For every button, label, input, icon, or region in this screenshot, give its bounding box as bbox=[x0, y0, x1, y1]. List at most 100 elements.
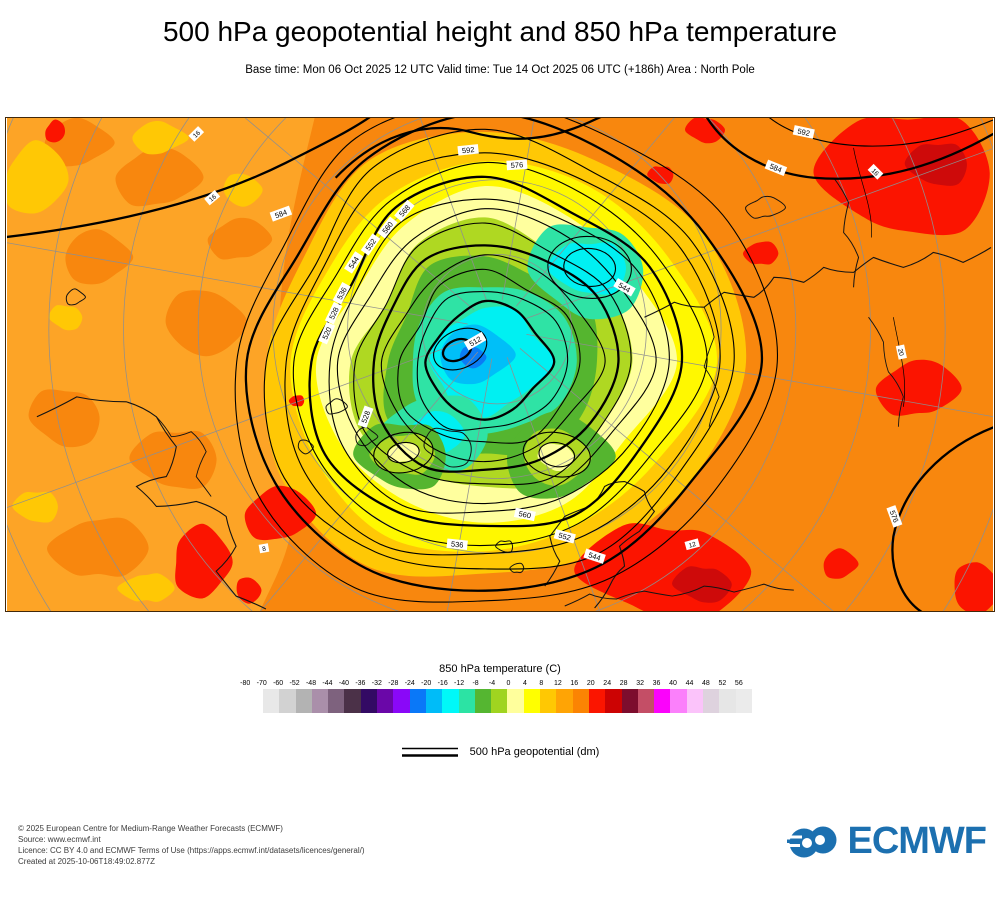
color-segment bbox=[735, 689, 752, 713]
svg-text:576: 576 bbox=[510, 160, 523, 170]
geopotential-legend-label: 500 hPa geopotential (dm) bbox=[469, 746, 600, 758]
tick-label: -48 bbox=[305, 680, 317, 687]
color-segment bbox=[572, 689, 589, 713]
tick-label: 8 bbox=[539, 680, 544, 687]
color-segment bbox=[719, 689, 736, 713]
svg-text:584: 584 bbox=[768, 162, 783, 175]
color-segment bbox=[328, 689, 345, 713]
color-segment bbox=[425, 689, 443, 713]
tick-label: 20 bbox=[586, 680, 595, 687]
contour-label: 16 bbox=[188, 126, 205, 142]
tick-label: 28 bbox=[619, 680, 628, 687]
svg-text:592: 592 bbox=[462, 145, 475, 155]
tick-label: -8 bbox=[472, 680, 479, 687]
color-segment bbox=[344, 689, 361, 713]
tick-label: -80 bbox=[240, 680, 251, 687]
color-segment bbox=[540, 689, 557, 713]
contour-label: 20 bbox=[895, 344, 907, 360]
contour-line-symbol bbox=[401, 747, 458, 757]
tick-label: 24 bbox=[603, 680, 612, 687]
color-segment bbox=[474, 689, 492, 713]
contour-label: 8 bbox=[258, 543, 270, 554]
contour-label: 536 bbox=[446, 538, 468, 551]
color-segment bbox=[377, 689, 394, 713]
color-segment bbox=[263, 689, 280, 713]
tick-label: 48 bbox=[702, 680, 710, 687]
svg-text:536: 536 bbox=[450, 539, 463, 549]
color-segment bbox=[703, 689, 720, 713]
svg-text:552: 552 bbox=[557, 531, 571, 543]
svg-text:560: 560 bbox=[518, 509, 532, 520]
colorbar-title: 850 hPa temperature (C) bbox=[439, 663, 561, 675]
tick-label: 16 bbox=[570, 680, 579, 687]
color-segment bbox=[295, 689, 312, 713]
color-segment bbox=[654, 689, 671, 713]
licence-line: Licence: CC BY 4.0 and ECMWF Terms of Us… bbox=[18, 846, 365, 855]
colorbar-bar bbox=[263, 689, 752, 713]
color-segment bbox=[588, 689, 606, 713]
ecmwf-logo: ECMWF bbox=[787, 820, 987, 863]
color-segment bbox=[491, 689, 508, 713]
svg-text:16: 16 bbox=[192, 129, 202, 139]
map-svg: 5845925765685605525445365285205125845925… bbox=[7, 118, 993, 611]
tick-label: 32 bbox=[636, 680, 644, 687]
contour-label: 528 bbox=[357, 405, 374, 429]
tick-label: -16 bbox=[437, 680, 448, 687]
svg-text:592: 592 bbox=[797, 127, 811, 138]
svg-text:16: 16 bbox=[870, 168, 880, 178]
svg-text:528: 528 bbox=[359, 410, 372, 425]
svg-text:20: 20 bbox=[896, 348, 904, 357]
color-segment bbox=[409, 689, 426, 713]
tick-label: 44 bbox=[685, 680, 694, 687]
color-segment bbox=[670, 689, 687, 713]
color-segment bbox=[360, 689, 378, 713]
created-line: Created at 2025-10-06T18:49:02.877Z bbox=[18, 857, 155, 866]
color-segment bbox=[458, 689, 475, 713]
geopotential-legend: 500 hPa geopotential (dm) bbox=[0, 744, 1000, 760]
tick-label: -28 bbox=[388, 680, 399, 687]
tick-label: -12 bbox=[454, 680, 465, 687]
tick-label: 52 bbox=[718, 680, 727, 687]
contour-label: 584 bbox=[764, 159, 788, 177]
contour-label: 552 bbox=[553, 529, 576, 544]
page-title: 500 hPa geopotential height and 850 hPa … bbox=[162, 16, 838, 47]
tick-label: -20 bbox=[421, 680, 432, 687]
contour-label: 592 bbox=[792, 125, 815, 139]
tick-label: -4 bbox=[488, 680, 496, 687]
base-valid-time: Base time: Mon 06 Oct 2025 12 UTC Valid … bbox=[245, 64, 755, 76]
source-line: Source: www.ecmwf.int bbox=[18, 835, 101, 844]
contour-label: 576 bbox=[506, 159, 528, 171]
tick-label: -24 bbox=[404, 680, 415, 687]
tick-label: 12 bbox=[553, 680, 562, 687]
svg-text:576: 576 bbox=[888, 509, 901, 524]
footer: © 2025 European Centre for Medium-Range … bbox=[18, 823, 365, 867]
color-segment bbox=[621, 689, 638, 713]
tick-label: 0 bbox=[506, 680, 511, 687]
tick-label: 56 bbox=[734, 680, 743, 687]
tick-label: 4 bbox=[522, 680, 527, 687]
contour-label: 584 bbox=[269, 205, 293, 222]
tick-label: -60 bbox=[273, 680, 284, 687]
copyright-line: © 2025 European Centre for Medium-Range … bbox=[18, 824, 283, 833]
tick-label: -52 bbox=[289, 680, 300, 687]
contour-label: 12 bbox=[684, 538, 700, 551]
svg-text:16: 16 bbox=[208, 193, 218, 203]
tick-label: 40 bbox=[669, 680, 677, 687]
color-segment bbox=[442, 689, 459, 713]
contour-label: 544 bbox=[583, 548, 606, 564]
color-segment bbox=[605, 689, 622, 713]
contour-label: 16 bbox=[204, 190, 221, 206]
contour-label: 560 bbox=[513, 507, 536, 522]
color-segment bbox=[279, 689, 296, 713]
color-segment bbox=[523, 689, 541, 713]
ecmwf-wordmark: ECMWF bbox=[847, 820, 987, 862]
color-segment bbox=[637, 689, 655, 713]
tick-label: -44 bbox=[322, 680, 333, 687]
tick-label: -40 bbox=[338, 680, 349, 687]
tick-label: 36 bbox=[652, 680, 661, 687]
tick-label: -32 bbox=[371, 680, 382, 687]
colorbar-ticks: -80 -70 -60 -52 -48 -44 -40 -36 -32 -28 -24 -20 -16-… bbox=[237, 680, 747, 687]
tick-label: -36 bbox=[355, 680, 366, 687]
svg-text:8: 8 bbox=[262, 545, 267, 553]
svg-text:12: 12 bbox=[688, 541, 697, 550]
